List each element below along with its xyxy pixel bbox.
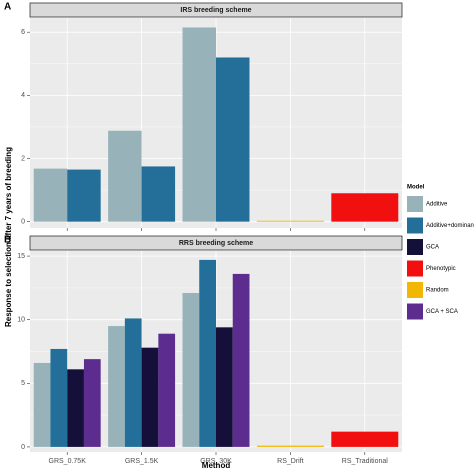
legend-key: [407, 303, 423, 320]
legend-key: [407, 196, 423, 212]
y-tick-label: 10: [17, 317, 25, 324]
bar: [33, 362, 51, 447]
bar: [182, 27, 216, 222]
legend-key: [407, 260, 423, 277]
bar: [331, 193, 399, 222]
x-axis-title: Method: [202, 461, 231, 470]
legend-key: [407, 282, 423, 298]
bar: [108, 130, 142, 222]
y-tick-label: 0: [21, 444, 25, 451]
x-tick-label: GRS_0.75K: [49, 458, 87, 465]
bar: [256, 220, 324, 222]
x-tick-label: RS_Traditional: [342, 458, 388, 465]
x-tick-label: GRS_30K: [200, 458, 232, 465]
panel-title: IRS breeding scheme: [180, 7, 251, 14]
legend-title: Model: [407, 185, 425, 191]
bar: [216, 327, 233, 447]
y-axis-title: Response to selection after 7 years of b…: [4, 147, 13, 327]
bar: [158, 333, 176, 447]
y-tick-label: 0: [21, 219, 25, 226]
bar: [256, 445, 324, 447]
legend-label: GCA + SCA: [426, 309, 458, 315]
bar: [331, 431, 399, 447]
legend-label: Additive: [426, 202, 448, 208]
y-tick-label: 2: [21, 155, 25, 162]
panel-tag: A: [4, 2, 11, 13]
x-tick-label: RS_Drift: [277, 458, 304, 465]
legend-label: GCA: [426, 245, 439, 251]
bar: [67, 369, 84, 447]
panel-tag: B: [4, 235, 11, 246]
bar: [83, 359, 101, 447]
bar: [33, 168, 68, 222]
y-tick-label: 4: [21, 92, 25, 99]
legend-key: [407, 217, 423, 234]
bar: [216, 57, 250, 222]
legend-label: Additive+dominance: [426, 223, 474, 229]
bar: [67, 169, 101, 222]
legend-label: Phenotypic: [426, 266, 456, 272]
bar: [182, 292, 200, 447]
legend-key: [407, 239, 423, 255]
bar: [141, 347, 159, 447]
bar: [50, 348, 68, 447]
strip: [29, 2, 403, 18]
bar: [232, 273, 250, 447]
legend-label: Random: [426, 288, 449, 294]
x-tick-label: GRS_1.5K: [125, 458, 159, 465]
bar: [141, 166, 176, 222]
bar: [124, 318, 142, 447]
panel-title: RRS breeding scheme: [179, 240, 253, 247]
y-tick-label: 5: [21, 380, 25, 387]
y-tick-label: 15: [17, 253, 25, 260]
bar: [199, 259, 216, 447]
strip: [29, 235, 403, 251]
y-tick-label: 6: [21, 29, 25, 36]
bar: [108, 326, 125, 447]
